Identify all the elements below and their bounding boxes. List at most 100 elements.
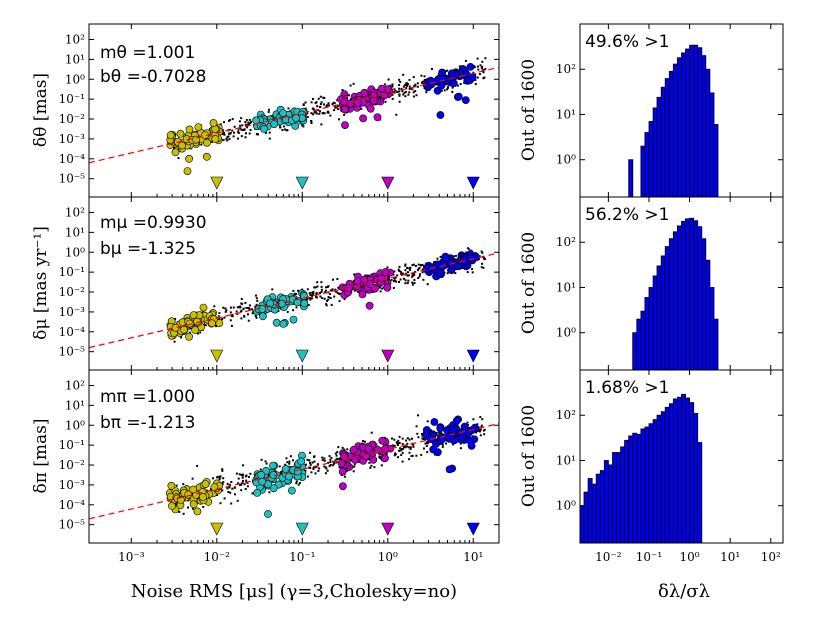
scatter-point-bg xyxy=(418,275,421,278)
scatter-point-bg xyxy=(268,491,271,494)
scatter-point-bg xyxy=(383,83,386,86)
scatter-point-bg xyxy=(228,119,230,122)
x-tick-label: 10⁻² xyxy=(204,550,231,564)
noise-level-marker xyxy=(466,522,480,536)
scatter-point-bg xyxy=(279,126,282,129)
scatter-point-bg xyxy=(423,83,426,85)
noise-level-marker xyxy=(210,522,224,536)
scatter-point-bg xyxy=(284,463,287,466)
histogram-bar xyxy=(709,92,715,198)
scatter-point-bg xyxy=(387,78,390,81)
y-tick-label: 10⁻³ xyxy=(59,132,86,146)
scatter-point-bg xyxy=(328,455,331,458)
scatter-point-bg xyxy=(248,118,251,121)
scatter-point-bg xyxy=(226,482,229,485)
scatter-point-bg xyxy=(240,489,243,492)
scatter-point-bg xyxy=(479,428,482,431)
x-tick-label: 10¹ xyxy=(720,550,740,564)
y-axis-label: δθ [mas] xyxy=(31,73,51,147)
scatter-point-bg xyxy=(472,418,475,421)
scatter-point-bg xyxy=(360,107,363,110)
scatter-point-bg xyxy=(254,305,257,308)
scatter-point-bg xyxy=(250,120,253,123)
scatter-point-bg xyxy=(454,254,457,257)
scatter-point-bg xyxy=(302,125,305,128)
histogram-bar xyxy=(677,396,682,544)
scatter-point-bg xyxy=(288,460,291,463)
scatter-point-bg xyxy=(309,467,312,469)
scatter-point-bg xyxy=(329,293,331,296)
scatter-point-bg xyxy=(243,315,246,318)
scatter-point-bg xyxy=(238,483,241,486)
scatter-point-blue xyxy=(436,111,445,119)
scatter-point-magenta xyxy=(364,444,373,453)
histogram-bar xyxy=(583,491,589,544)
scatter-point-cyan xyxy=(264,510,272,518)
histogram-bar xyxy=(713,124,719,198)
scatter-point-blue xyxy=(429,445,438,454)
scatter-point-bg xyxy=(398,93,401,96)
scatter-point-bg xyxy=(425,91,428,94)
scatter-point-bg xyxy=(426,420,429,423)
scatter-point-blue xyxy=(454,262,463,270)
scatter-point-yellow xyxy=(185,125,194,134)
scatter-point-bg xyxy=(456,84,459,87)
scatter-point-yellow xyxy=(191,326,200,334)
scatter-point-bg xyxy=(306,475,309,478)
intercept-label: bθ =-0.7028 xyxy=(100,67,206,87)
scatter-point-bg xyxy=(255,294,257,297)
scatter-point-magenta xyxy=(365,301,374,310)
scatter-point-magenta xyxy=(353,277,362,286)
y-axis-label: δπ [mas] xyxy=(31,418,51,493)
histogram-bar xyxy=(648,121,654,198)
scatter-point-bg xyxy=(328,104,330,107)
scatter-point-bg xyxy=(440,431,443,434)
scatter-point-bg xyxy=(255,303,258,306)
scatter-point-bg xyxy=(285,129,288,132)
scatter-point-bg xyxy=(393,444,396,447)
scatter-point-bg xyxy=(229,131,232,134)
scatter-point-bg xyxy=(411,281,414,284)
y-tick-label: 10² xyxy=(65,205,85,219)
scatter-point-bg xyxy=(405,439,408,442)
scatter-point-bg xyxy=(396,274,399,277)
scatter-point-bg xyxy=(242,129,244,131)
scatter-point-bg xyxy=(187,499,190,502)
scatter-point-cyan xyxy=(297,457,306,466)
scatter-point-bg xyxy=(216,476,219,479)
scatter-point-bg xyxy=(482,71,485,74)
histogram-bar xyxy=(632,332,638,371)
scatter-point-bg xyxy=(308,459,311,462)
scatter-point-bg xyxy=(393,88,396,91)
y-tick-label: 10⁰ xyxy=(65,72,85,86)
scatter-point-bg xyxy=(411,437,413,440)
scatter-point-bg xyxy=(324,472,327,475)
scatter-point-bg xyxy=(246,126,249,129)
noise-level-marker xyxy=(295,349,309,363)
scatter-point-bg xyxy=(230,502,233,505)
scatter-point-bg xyxy=(401,460,404,463)
scatter-point-bg xyxy=(286,310,289,313)
scatter-point-bg xyxy=(251,492,254,495)
scatter-point-bg xyxy=(249,472,252,475)
scatter-point-bg xyxy=(405,87,408,90)
histogram-bar xyxy=(648,287,654,371)
scatter-point-cyan xyxy=(269,461,277,470)
scatter-point-bg xyxy=(312,113,315,116)
scatter-point-bg xyxy=(409,268,411,271)
scatter-point-bg xyxy=(237,131,240,134)
x-tick-label: 10² xyxy=(761,550,781,564)
scatter-point-yellow xyxy=(185,154,193,163)
scatter-point-bg xyxy=(398,87,401,90)
scatter-point-bg xyxy=(306,288,309,291)
scatter-point-bg xyxy=(317,469,320,472)
scatter-point-bg xyxy=(221,469,224,472)
scatter-point-bg xyxy=(289,455,292,458)
histogram-bar xyxy=(644,426,650,544)
scatter-point-bg xyxy=(402,85,405,88)
scatter-point-magenta xyxy=(369,96,378,105)
scatter-point-bg xyxy=(473,66,476,69)
scatter-point-bg xyxy=(211,140,213,143)
scatter-point-magenta xyxy=(366,280,374,288)
scatter-point-bg xyxy=(268,108,270,111)
